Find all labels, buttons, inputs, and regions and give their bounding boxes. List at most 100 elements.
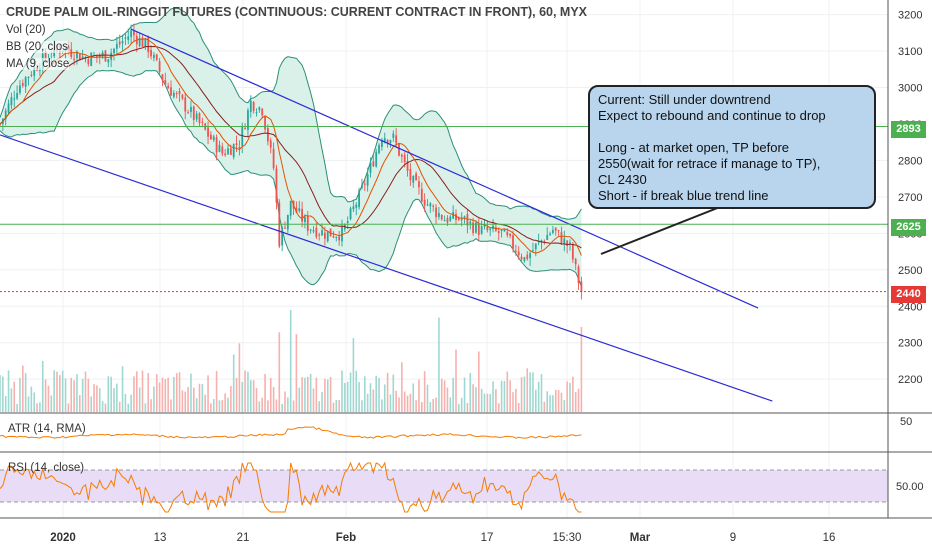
volume-bar <box>449 397 452 412</box>
candle-body <box>383 138 386 143</box>
gridlines <box>0 0 888 518</box>
legend-atr[interactable]: ATR (14, RMA) <box>8 423 86 435</box>
candle-body <box>201 121 204 123</box>
candle-body <box>144 38 147 47</box>
volume-bar <box>190 373 192 412</box>
candle-body <box>207 127 209 137</box>
volume-bar <box>41 360 44 412</box>
volume-bar <box>577 388 580 412</box>
rsi-line <box>0 461 582 513</box>
candle-body <box>571 243 574 260</box>
volume-bar <box>141 370 144 412</box>
candle-body <box>443 220 446 222</box>
candle-body <box>190 106 192 113</box>
volume-bar <box>549 395 551 412</box>
price-tick-label: 3200 <box>898 10 922 22</box>
volume-bar <box>16 403 18 412</box>
candle-body <box>289 200 292 216</box>
candle-body <box>258 107 261 110</box>
candle-body <box>4 110 7 120</box>
candle-body <box>381 140 383 147</box>
candle-body <box>167 85 170 89</box>
candle-body <box>469 221 472 224</box>
volume-bar <box>116 383 118 412</box>
candle-body <box>409 168 412 181</box>
volume-bar <box>136 371 138 412</box>
candle-body <box>255 112 258 114</box>
volume-bar <box>144 403 147 412</box>
candle-body <box>10 97 13 106</box>
candle-body <box>532 250 534 252</box>
volume-bar <box>272 387 275 412</box>
candle-body <box>238 147 241 149</box>
volume-bar <box>307 376 309 412</box>
volume-bar <box>346 381 349 412</box>
candle-body <box>341 226 343 242</box>
annotation-line: Long - at market open, TP before <box>598 140 790 155</box>
candle-body <box>232 144 235 157</box>
candle-body <box>275 168 278 203</box>
volume-bar <box>369 383 372 412</box>
volume-bar <box>438 317 440 412</box>
candle-body <box>127 36 130 40</box>
volume-bar <box>460 397 463 412</box>
candle-body <box>557 230 560 232</box>
candle-body <box>574 258 577 265</box>
candle-body <box>432 205 435 207</box>
volume-bar <box>563 400 566 412</box>
volume-bar <box>118 401 121 412</box>
legend-bollinger[interactable]: BB (20, close, 2) <box>6 41 69 53</box>
volume-bar <box>90 396 92 412</box>
candle-body <box>315 227 318 237</box>
volume-bar <box>2 376 4 412</box>
annotation-line: Short - if break blue trend line <box>598 188 769 203</box>
annotation-callout[interactable]: Current: Still under downtrend Expect to… <box>588 85 876 209</box>
volume-bar <box>304 377 306 412</box>
volume-bar <box>153 386 155 412</box>
volume-bar <box>543 401 546 412</box>
candle-body <box>512 235 514 249</box>
candle-body <box>500 229 503 231</box>
volume-bar <box>101 401 104 412</box>
candle-body <box>514 250 517 252</box>
candle-body <box>477 223 480 235</box>
candle-body <box>560 232 563 245</box>
candle-body <box>198 113 201 124</box>
annotation-line: Current: Still under downtrend <box>598 92 771 107</box>
candle-body <box>429 203 432 207</box>
candle-body <box>155 54 158 60</box>
volume-bar <box>566 381 568 412</box>
volume-bar <box>113 388 115 412</box>
legend-rsi[interactable]: RSI (14, close) <box>8 462 85 474</box>
volume-bar <box>315 377 318 412</box>
volume-bar <box>540 374 543 412</box>
candle-body <box>19 85 21 93</box>
volume-bar <box>36 403 38 412</box>
volume-bar <box>261 397 263 412</box>
volume-bar <box>458 403 460 412</box>
rsi-tick-label: 50.00 <box>896 481 924 493</box>
legend-volume[interactable]: Vol (20) <box>6 24 46 36</box>
candle-body <box>537 241 540 243</box>
volume-bar <box>466 402 469 412</box>
legend-moving-average[interactable]: MA (9, close) <box>6 58 69 70</box>
volume-bar <box>184 391 187 412</box>
candle-body <box>483 225 486 227</box>
volume-bar <box>446 387 449 412</box>
candle-body <box>195 113 198 120</box>
candle-body <box>386 139 389 143</box>
volume-bar <box>235 377 238 412</box>
volume-bar <box>443 380 446 412</box>
volume-bar <box>247 371 249 412</box>
volume-bar <box>509 380 511 412</box>
volume-bar <box>56 371 58 412</box>
volume-bar <box>381 399 383 412</box>
volume-bar <box>358 381 360 412</box>
candle-body <box>164 79 167 85</box>
volume-bar <box>173 377 175 412</box>
volume-bar <box>435 397 437 412</box>
volume-bar <box>170 399 172 412</box>
volume-bar <box>4 396 7 412</box>
volume-bar <box>415 400 417 412</box>
volume-bar <box>64 378 67 412</box>
